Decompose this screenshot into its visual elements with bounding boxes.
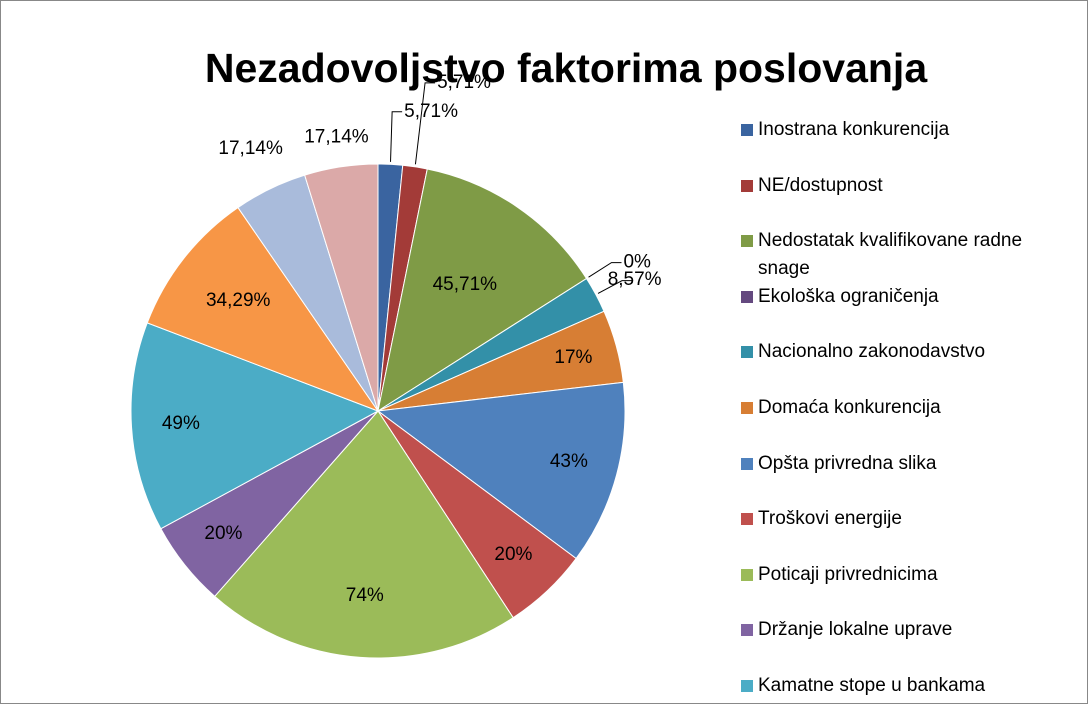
pie-slice — [146, 206, 380, 413]
leader-line — [588, 262, 622, 278]
data-label: 20% — [204, 523, 242, 544]
pie-slice — [377, 168, 588, 413]
leader-line — [597, 280, 632, 294]
data-label: 8,57% — [608, 269, 662, 290]
legend-swatch — [741, 235, 753, 248]
data-label: 45,71% — [433, 274, 498, 295]
chart-title: Nezadovoljstvo faktorima poslovanja — [205, 45, 928, 91]
data-label: 5,71% — [404, 101, 458, 122]
legend-swatch — [741, 290, 753, 303]
data-label: 17,14% — [218, 138, 283, 159]
legend-swatch — [741, 402, 753, 414]
legend-label: Troškovi energije — [758, 508, 902, 530]
data-label: 74% — [346, 585, 384, 606]
data-label: 20% — [494, 544, 532, 565]
leader-line — [414, 82, 436, 165]
legend-swatch — [741, 513, 753, 526]
legend-label: Nedostatak kvalifikovane radne snage — [758, 230, 1023, 280]
legend-label: Inostrana konkurencija — [758, 119, 950, 140]
legend-label: NE/dostupnost — [758, 174, 883, 196]
legend-label: Opšta privredna slika — [758, 452, 937, 474]
data-label: 17% — [554, 347, 592, 368]
legend-swatch — [741, 568, 753, 581]
data-label: 43% — [550, 451, 588, 472]
legend-swatch — [741, 179, 753, 192]
data-label: 0% — [623, 252, 651, 273]
data-label: 5,71% — [437, 72, 491, 93]
pie-slice — [376, 381, 626, 560]
data-label: 34,29% — [206, 290, 271, 311]
pie-slice — [214, 410, 514, 659]
leader-line — [390, 111, 403, 162]
data-label: 17,14% — [304, 127, 369, 148]
pie-slice — [130, 322, 380, 530]
legend-swatch — [741, 457, 753, 470]
legend-label: Ekološka ograničenja — [758, 285, 939, 307]
legend-label: Držanje lokalne uprave — [758, 619, 953, 641]
legend-swatch — [741, 346, 753, 359]
legend-swatch — [741, 624, 753, 637]
legend-label: Poticaji privrednicima — [758, 563, 938, 585]
data-label: 49% — [162, 413, 200, 434]
legend-label: Nacionalno zakonodavstvo — [758, 341, 986, 363]
legend-label: Kamatne stope u bankama — [758, 675, 986, 696]
legend-swatch — [741, 124, 753, 136]
pie-slice — [304, 163, 379, 412]
legend-swatch — [741, 680, 753, 692]
legend-label: Domaća konkurencija — [758, 397, 941, 418]
